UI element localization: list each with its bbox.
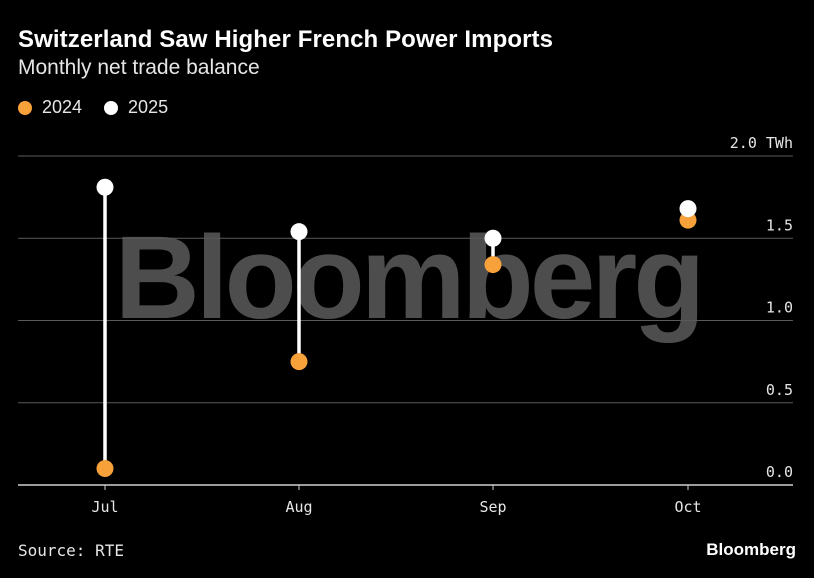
point-2024-jul: [96, 460, 114, 478]
point-2025-aug: [290, 223, 308, 241]
x-tick-label: Aug: [285, 498, 312, 516]
legend-marker-2025: [104, 100, 119, 115]
point-2025-oct: [679, 200, 697, 218]
point-2025-sep: [484, 229, 502, 247]
y-tick-label: 0.5: [766, 381, 793, 399]
x-tick-label: Oct: [674, 498, 701, 516]
legend: 2024 2025: [18, 97, 190, 118]
legend-marker-2024: [18, 100, 32, 115]
legend-item-2024: 2024: [18, 97, 82, 118]
chart-subtitle: Monthly net trade balance: [18, 56, 260, 79]
chart-title: Switzerland Saw Higher French Power Impo…: [18, 26, 554, 53]
x-tick-label: Sep: [479, 498, 506, 516]
y-tick-label: 1.5: [766, 216, 793, 234]
point-2024-sep: [484, 256, 502, 274]
y-tick-label: 0.0: [766, 463, 793, 481]
point-2025-jul: [96, 178, 114, 196]
legend-item-2025: 2025: [104, 97, 168, 118]
point-2024-aug: [290, 353, 308, 371]
source-note: Source: RTE: [18, 541, 124, 560]
bloomberg-watermark: Bloomberg: [115, 212, 702, 344]
x-tick-label: Jul: [91, 498, 118, 516]
legend-label-2024: 2024: [42, 97, 83, 117]
y-tick-label: 1.0: [766, 299, 793, 317]
bloomberg-logo: Bloomberg: [706, 540, 796, 559]
legend-label-2025: 2025: [128, 97, 169, 117]
y-tick-label: 2.0 TWh: [730, 134, 793, 152]
